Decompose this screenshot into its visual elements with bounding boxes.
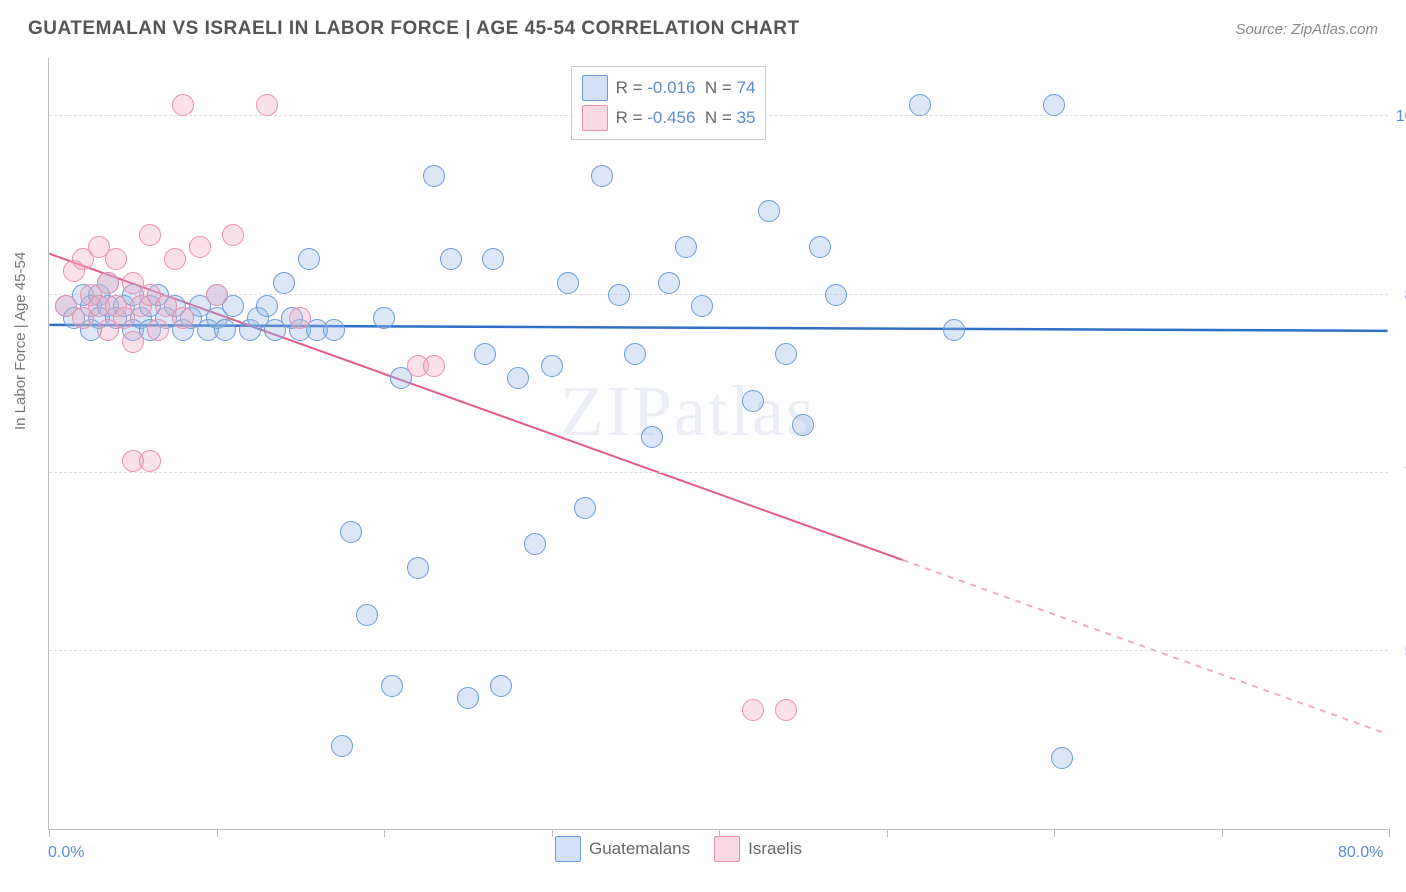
data-point xyxy=(440,248,462,270)
data-point xyxy=(758,200,780,222)
data-point xyxy=(490,675,512,697)
data-point xyxy=(658,272,680,294)
data-point xyxy=(943,319,965,341)
data-point xyxy=(457,687,479,709)
data-point xyxy=(482,248,504,270)
data-point xyxy=(742,390,764,412)
data-point xyxy=(381,675,403,697)
x-tick xyxy=(887,829,888,837)
data-point xyxy=(809,236,831,258)
data-point xyxy=(256,295,278,317)
data-point xyxy=(423,355,445,377)
y-tick-label: 100.0% xyxy=(1395,108,1406,126)
data-point xyxy=(675,236,697,258)
data-point xyxy=(423,165,445,187)
data-point xyxy=(139,450,161,472)
scatter-chart: 55.0%70.0%85.0%100.0% xyxy=(48,58,1388,830)
data-point xyxy=(541,355,563,377)
legend-swatch xyxy=(714,836,740,862)
data-point xyxy=(825,284,847,306)
x-tick xyxy=(217,829,218,837)
data-point xyxy=(340,521,362,543)
data-point xyxy=(507,367,529,389)
data-point xyxy=(122,331,144,353)
x-tick xyxy=(1389,829,1390,837)
y-tick-label: 70.0% xyxy=(1395,465,1406,483)
data-point xyxy=(691,295,713,317)
data-point xyxy=(189,236,211,258)
correlation-legend: R = -0.016 N = 74 R = -0.456 N = 35 xyxy=(571,66,767,140)
series-legend: Guatemalans Israelis xyxy=(555,836,802,862)
legend-swatch xyxy=(582,75,608,101)
data-point xyxy=(356,604,378,626)
data-point xyxy=(139,224,161,246)
data-point xyxy=(557,272,579,294)
data-point xyxy=(331,735,353,757)
data-point xyxy=(323,319,345,341)
source-label: Source: ZipAtlas.com xyxy=(1235,21,1378,38)
data-point xyxy=(373,307,395,329)
data-point xyxy=(214,319,236,341)
chart-title: GUATEMALAN VS ISRAELI IN LABOR FORCE | A… xyxy=(28,18,800,40)
legend-swatch xyxy=(582,105,608,131)
data-point xyxy=(608,284,630,306)
data-point xyxy=(222,224,244,246)
data-point xyxy=(574,497,596,519)
trend-lines xyxy=(49,58,1388,829)
data-point xyxy=(206,284,228,306)
data-point xyxy=(147,319,169,341)
x-tick xyxy=(1222,829,1223,837)
data-point xyxy=(792,414,814,436)
y-tick-label: 55.0% xyxy=(1395,643,1406,661)
data-point xyxy=(775,699,797,721)
data-point xyxy=(524,533,546,555)
data-point xyxy=(97,272,119,294)
x-tick-label: 0.0% xyxy=(48,844,84,862)
legend-swatch xyxy=(555,836,581,862)
legend-stats: R = -0.016 N = 74 xyxy=(616,78,756,98)
legend-series-name: Israelis xyxy=(748,839,802,859)
data-point xyxy=(1043,94,1065,116)
data-point xyxy=(641,426,663,448)
gridline xyxy=(49,650,1388,651)
x-tick xyxy=(552,829,553,837)
y-axis-label: In Labor Force | Age 45-54 xyxy=(12,252,29,430)
data-point xyxy=(298,248,320,270)
data-point xyxy=(909,94,931,116)
legend-stats: R = -0.456 N = 35 xyxy=(616,108,756,128)
x-tick xyxy=(1054,829,1055,837)
x-tick-label: 80.0% xyxy=(1338,844,1383,862)
x-tick xyxy=(49,829,50,837)
y-tick-label: 85.0% xyxy=(1395,287,1406,305)
data-point xyxy=(105,248,127,270)
data-point xyxy=(1051,747,1073,769)
data-point xyxy=(742,699,764,721)
data-point xyxy=(256,94,278,116)
data-point xyxy=(172,94,194,116)
data-point xyxy=(591,165,613,187)
gridline xyxy=(49,472,1388,473)
data-point xyxy=(172,307,194,329)
data-point xyxy=(273,272,295,294)
data-point xyxy=(775,343,797,365)
data-point xyxy=(164,248,186,270)
data-point xyxy=(407,557,429,579)
x-tick xyxy=(384,829,385,837)
data-point xyxy=(289,307,311,329)
legend-series-name: Guatemalans xyxy=(589,839,690,859)
data-point xyxy=(624,343,646,365)
gridline xyxy=(49,294,1388,295)
data-point xyxy=(474,343,496,365)
